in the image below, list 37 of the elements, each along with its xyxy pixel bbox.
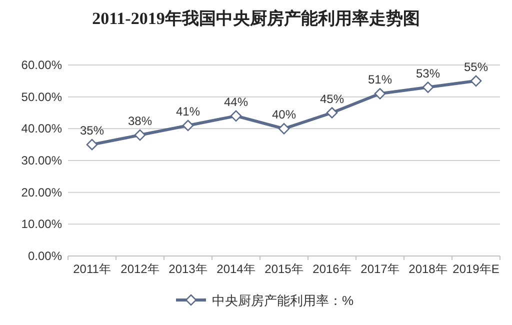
point — [86, 138, 98, 150]
y-tick-label: 0.00% — [28, 249, 62, 263]
point — [470, 75, 482, 87]
x-tick-label: 2015年 — [264, 262, 304, 276]
point — [182, 120, 194, 132]
data-label: 55% — [464, 60, 488, 74]
x-tick-label: 2019年E — [452, 262, 500, 276]
data-label: 41% — [176, 104, 200, 118]
legend-label: 中央厨房产能利用率：% — [212, 293, 354, 308]
point — [374, 88, 386, 100]
x-tick-label: 2011年 — [73, 262, 111, 276]
x-tick-label: 2018年 — [408, 262, 448, 276]
data-label: 40% — [272, 108, 296, 122]
point — [422, 82, 434, 93]
y-tick-label: 20.00% — [21, 185, 62, 200]
chart-title: 2011-2019年我国中央厨房产能利用率走势图 — [92, 9, 420, 28]
y-tick-label: 10.00% — [21, 217, 62, 232]
point — [134, 129, 146, 141]
point — [278, 123, 290, 134]
y-tick-label: 60.00% — [21, 58, 62, 72]
x-tick-label: 2014年 — [216, 262, 256, 276]
y-tick-label: 40.00% — [21, 122, 62, 136]
data-label: 45% — [320, 92, 344, 106]
x-tick-label: 2016年 — [312, 262, 352, 276]
point — [230, 110, 242, 122]
point — [326, 107, 338, 118]
x-tick-label: 2013年 — [168, 262, 208, 276]
data-label: 38% — [128, 114, 152, 128]
data-label: 44% — [224, 94, 248, 109]
x-tick-label: 2012年 — [120, 262, 160, 276]
data-label: 53% — [416, 66, 440, 80]
y-tick-label: 30.00% — [21, 154, 62, 168]
y-tick-label: 50.00% — [21, 90, 62, 104]
data-label: 51% — [368, 72, 392, 87]
legend: 中央厨房产能利用率：% — [176, 293, 354, 308]
x-tick-label: 2017年 — [360, 262, 400, 276]
data-label: 35% — [80, 124, 104, 138]
